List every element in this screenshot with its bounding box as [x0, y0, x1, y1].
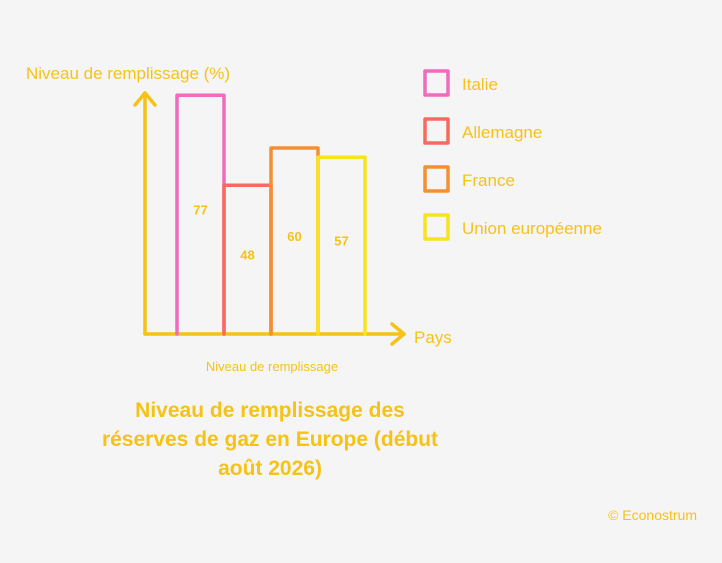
bar-value-label: 60	[287, 229, 301, 244]
legend-label: Union européenne	[462, 219, 602, 238]
legend-swatch	[423, 213, 450, 241]
y-axis-label: Niveau de remplissage (%)	[26, 64, 230, 83]
bar	[316, 155, 367, 336]
legend-swatch	[423, 165, 450, 193]
chart-title-line-3: août 2026)	[218, 457, 322, 480]
chart-title: Niveau de remplissage des réserves de ga…	[70, 396, 470, 483]
credit-text: © Econostrum	[608, 507, 697, 523]
x-axis-arrow	[390, 322, 406, 346]
bar-group: 77 48 60 57	[175, 93, 367, 336]
legend-swatch	[423, 69, 450, 97]
legend-label: Allemagne	[462, 123, 542, 142]
bar-value-label: 57	[334, 234, 348, 249]
chart-title-line-2: réserves de gaz en Europe (début	[101, 428, 439, 451]
x-axis-subtitle: Niveau de remplissage	[206, 359, 338, 374]
legend-label: Italie	[462, 75, 498, 94]
bar-value-label: 48	[240, 248, 254, 263]
y-axis-arrow	[133, 91, 157, 107]
chart-title-line-1: Niveau de remplissage des	[135, 399, 405, 422]
bar-value-label: 77	[193, 203, 207, 218]
legend: Italie Allemagne France Union européenne	[423, 69, 602, 241]
chart-axes: Niveau de remplissage (%) Pays Niveau de r…	[26, 64, 452, 374]
legend-label: France	[462, 171, 515, 190]
x-axis-label: Pays	[414, 328, 452, 347]
legend-swatch	[423, 117, 450, 145]
